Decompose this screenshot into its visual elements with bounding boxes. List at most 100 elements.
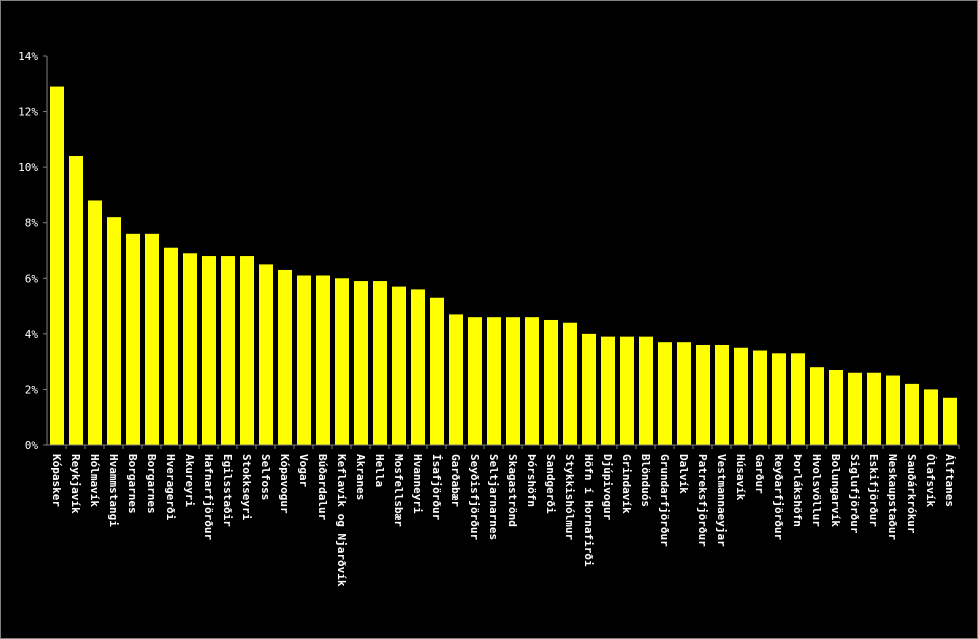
x-tick-label: Hafnarfjörður xyxy=(202,454,215,540)
x-tick-label: Akureyri xyxy=(183,454,196,507)
bar xyxy=(69,156,83,445)
x-tick-label: Djúpivogur xyxy=(601,454,614,521)
bar xyxy=(620,336,634,445)
x-tick-label: Egilsstaðir xyxy=(221,454,234,527)
bar xyxy=(468,317,482,445)
bar xyxy=(772,353,786,445)
x-tick-label: Reyðarfjörður xyxy=(772,454,785,540)
x-tick-label: Grundarfjörður xyxy=(658,454,671,547)
bar xyxy=(639,336,653,445)
bar xyxy=(544,319,558,445)
bar xyxy=(88,200,102,445)
bar xyxy=(107,217,121,445)
bar xyxy=(316,275,330,445)
x-tick-label: Húsavík xyxy=(734,454,747,501)
x-tick-label: Patreksfjörður xyxy=(696,454,709,547)
bar xyxy=(563,322,577,445)
bar xyxy=(145,233,159,445)
x-tick-label: Borgarnes xyxy=(145,454,158,514)
bar xyxy=(601,336,615,445)
bar xyxy=(525,317,539,445)
y-tick-label: 0% xyxy=(25,439,39,452)
x-tick-label: Ísafjörður xyxy=(430,454,443,521)
bar xyxy=(582,333,596,445)
x-tick-label: Skagaströnd xyxy=(506,454,519,527)
bar xyxy=(354,281,368,445)
y-tick-label: 8% xyxy=(25,217,39,230)
bar xyxy=(715,344,729,445)
x-tick-label: Álftanes xyxy=(943,454,956,507)
x-tick-label: Hvolsvöllur xyxy=(810,454,823,527)
bar xyxy=(202,256,216,445)
bar xyxy=(221,256,235,445)
x-tick-label: Hvanneyri xyxy=(411,454,424,514)
x-tick-label: Garðabær xyxy=(449,454,462,507)
bar xyxy=(658,342,672,445)
x-tick-label: Hvammstangi xyxy=(107,454,120,527)
x-tick-label: Kópasker xyxy=(50,454,63,507)
x-tick-label: Eskifjörður xyxy=(867,454,880,527)
x-tick-label: Akranes xyxy=(354,454,367,500)
bar xyxy=(240,256,254,445)
bar xyxy=(829,369,843,445)
y-tick-label: 12% xyxy=(18,106,38,119)
x-tick-label: Seyðisfjörður xyxy=(468,454,481,540)
bar xyxy=(259,264,273,445)
bar xyxy=(677,342,691,445)
bar xyxy=(392,286,406,445)
bar xyxy=(487,317,501,445)
bar xyxy=(430,297,444,445)
x-tick-label: Vestmannaeyjar xyxy=(715,454,728,547)
x-tick-label: Sauðárkrókur xyxy=(905,454,918,534)
bar xyxy=(886,375,900,445)
bar xyxy=(50,86,64,446)
y-tick-label: 14% xyxy=(18,50,38,63)
bar xyxy=(867,372,881,445)
bar xyxy=(791,353,805,445)
x-tick-label: Selfoss xyxy=(259,454,272,500)
x-tick-label: Búðardalur xyxy=(316,454,329,521)
x-tick-label: Mosfellsbær xyxy=(392,454,405,527)
x-tick-label: Keflavík og Njarðvík xyxy=(335,454,348,587)
x-tick-label: Þórshöfn xyxy=(525,454,538,507)
x-tick-label: Þorlákshöfn xyxy=(791,454,804,527)
x-tick-label: Vogar xyxy=(297,454,310,487)
bars xyxy=(50,86,957,446)
y-tick-label: 10% xyxy=(18,161,38,174)
x-tick-label: Hólmavík xyxy=(88,454,101,507)
bar xyxy=(810,367,824,445)
x-tick-label: Blönduós xyxy=(639,454,652,507)
x-tick-label: Reykjavík xyxy=(69,454,82,514)
bar xyxy=(183,253,197,445)
bar xyxy=(297,275,311,445)
y-tick-label: 2% xyxy=(25,383,39,396)
x-tick-label: Dalvík xyxy=(677,454,690,494)
x-tick-label: Hella xyxy=(373,454,386,487)
bar xyxy=(411,289,425,445)
bar xyxy=(506,317,520,445)
x-tick-label: Ólafsvík xyxy=(924,454,937,507)
x-tick-label: Kópavogur xyxy=(278,454,291,514)
bar xyxy=(278,269,292,445)
bar xyxy=(905,383,919,445)
x-tick-label: Borgarnes xyxy=(126,454,139,514)
y-tick-label: 4% xyxy=(25,328,39,341)
x-tick-label: Höfn í Hornafirði xyxy=(582,454,595,567)
bar xyxy=(753,350,767,445)
x-tick-label: Neskaupstaður xyxy=(886,454,899,540)
x-tick-label: Hveragerði xyxy=(164,454,177,521)
x-axis: Kópasker Reykjavík Hólmavík Hvammstangi Borg… xyxy=(47,444,960,587)
bar xyxy=(335,278,349,445)
y-tick-label: 6% xyxy=(25,272,39,285)
bar xyxy=(924,389,938,445)
x-tick-label: Stykkishólmur xyxy=(563,454,576,540)
bar xyxy=(848,372,862,445)
y-axis: 0% 2% 4% 6% 8% 10% 12% 14% xyxy=(18,50,48,452)
x-tick-label: Siglufjörður xyxy=(848,454,861,534)
bar xyxy=(696,344,710,445)
x-tick-label: Seltjarnarnes xyxy=(487,454,500,540)
bar xyxy=(943,397,957,445)
x-tick-label: Stokkseyri xyxy=(240,454,253,521)
bar xyxy=(126,233,140,445)
